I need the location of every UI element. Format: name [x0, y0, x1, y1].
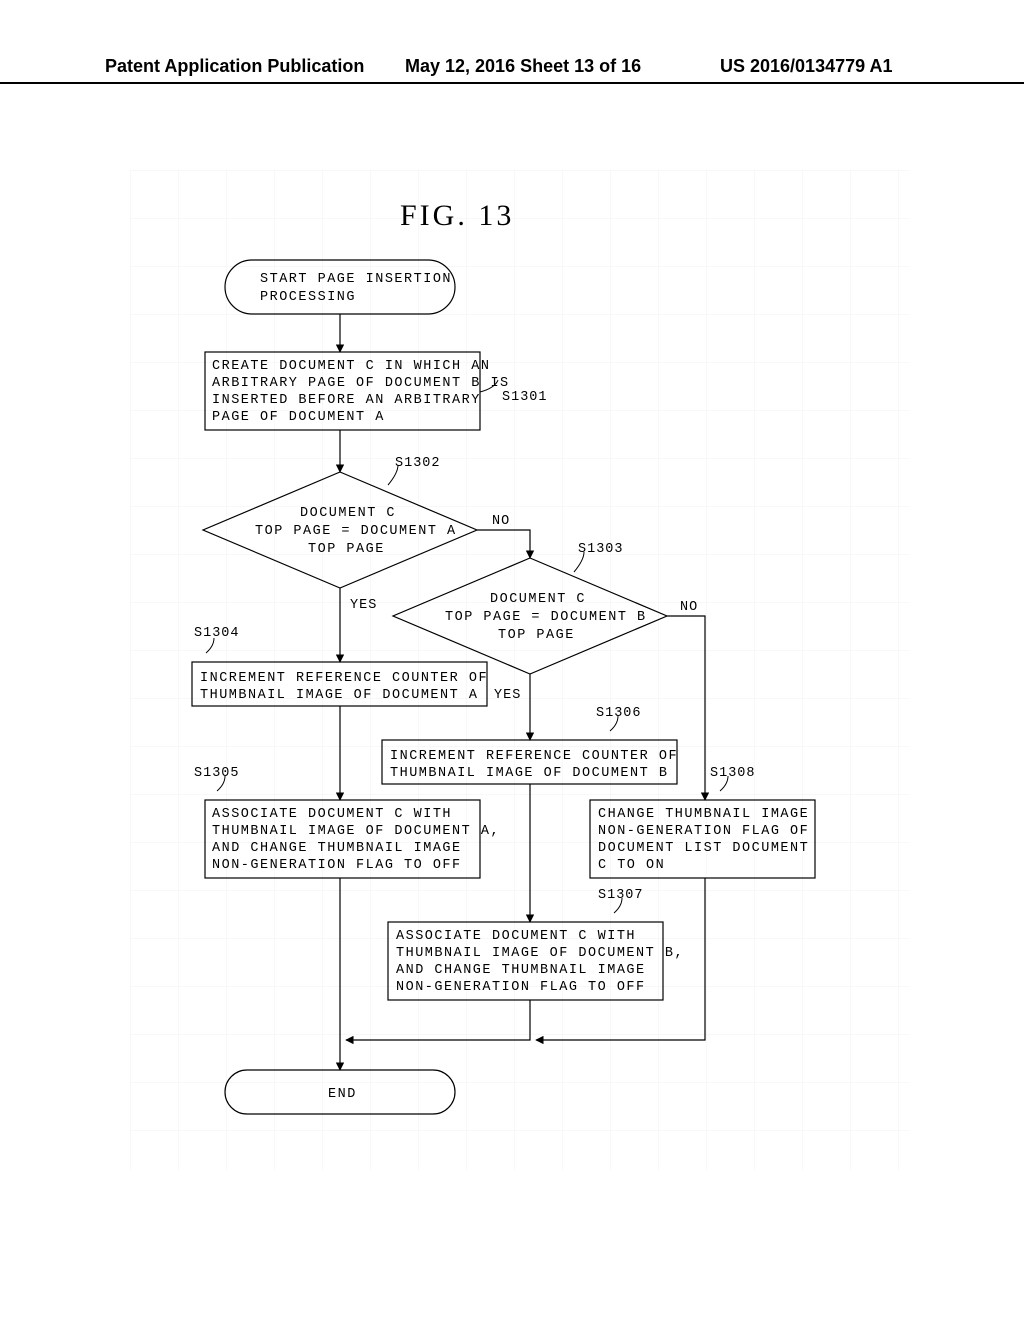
svg-text:TOP PAGE = DOCUMENT B: TOP PAGE = DOCUMENT B [445, 610, 647, 625]
label-s1305: S1305 [194, 766, 240, 781]
node-s1305: ASSOCIATE DOCUMENT C WITH THUMBNAIL IMAG… [205, 800, 500, 878]
svg-text:NON-GENERATION FLAG TO OFF: NON-GENERATION FLAG TO OFF [396, 980, 646, 995]
svg-text:AND CHANGE THUMBNAIL IMAGE: AND CHANGE THUMBNAIL IMAGE [396, 963, 646, 978]
node-s1302: DOCUMENT C TOP PAGE = DOCUMENT A TOP PAG… [203, 472, 477, 588]
svg-text:END: END [328, 1087, 357, 1102]
node-s1307: ASSOCIATE DOCUMENT C WITH THUMBNAIL IMAG… [388, 922, 684, 1000]
label-s1306: S1306 [596, 706, 642, 721]
svg-text:START PAGE INSERTION: START PAGE INSERTION [260, 272, 452, 287]
node-s1306: INCREMENT REFERENCE COUNTER OF THUMBNAIL… [382, 740, 678, 784]
svg-text:THUMBNAIL IMAGE OF DOCUMENT B: THUMBNAIL IMAGE OF DOCUMENT B [390, 766, 668, 781]
label-s1302-no: NO [492, 514, 510, 529]
svg-text:TOP PAGE: TOP PAGE [498, 628, 575, 643]
label-s1304: S1304 [194, 626, 240, 641]
label-s1301: S1301 [502, 390, 548, 405]
figure-title: FIG. 13 [400, 199, 514, 232]
node-s1304: INCREMENT REFERENCE COUNTER OF THUMBNAIL… [192, 662, 488, 706]
edge [477, 530, 530, 558]
flowchart: FIG. 13 START PAGE INSERTION PROCESSING … [0, 0, 1024, 1320]
node-s1301: CREATE DOCUMENT C IN WHICH AN ARBITRARY … [205, 352, 510, 430]
label-s1307: S1307 [598, 888, 644, 903]
svg-text:PROCESSING: PROCESSING [260, 290, 356, 305]
svg-text:TOP PAGE: TOP PAGE [308, 542, 385, 557]
svg-text:DOCUMENT LIST DOCUMENT: DOCUMENT LIST DOCUMENT [598, 841, 809, 856]
label-s1308: S1308 [710, 766, 756, 781]
svg-text:NON-GENERATION FLAG TO OFF: NON-GENERATION FLAG TO OFF [212, 858, 462, 873]
node-s1303: DOCUMENT C TOP PAGE = DOCUMENT B TOP PAG… [393, 558, 667, 674]
svg-text:ASSOCIATE DOCUMENT C WITH: ASSOCIATE DOCUMENT C WITH [212, 807, 452, 822]
svg-text:DOCUMENT C: DOCUMENT C [300, 506, 396, 521]
svg-text:NON-GENERATION FLAG OF: NON-GENERATION FLAG OF [598, 824, 809, 839]
svg-text:PAGE OF DOCUMENT A: PAGE OF DOCUMENT A [212, 410, 385, 425]
svg-text:DOCUMENT C: DOCUMENT C [490, 592, 586, 607]
svg-text:ASSOCIATE DOCUMENT C WITH: ASSOCIATE DOCUMENT C WITH [396, 929, 636, 944]
svg-text:THUMBNAIL IMAGE OF DOCUMENT A,: THUMBNAIL IMAGE OF DOCUMENT A, [212, 824, 500, 839]
label-s1303: S1303 [578, 542, 624, 557]
svg-text:C TO ON: C TO ON [598, 858, 665, 873]
svg-text:THUMBNAIL IMAGE OF DOCUMENT B,: THUMBNAIL IMAGE OF DOCUMENT B, [396, 946, 684, 961]
svg-text:THUMBNAIL IMAGE OF DOCUMENT A: THUMBNAIL IMAGE OF DOCUMENT A [200, 688, 478, 703]
node-s1308: CHANGE THUMBNAIL IMAGE NON-GENERATION FL… [590, 800, 815, 878]
label-s1302-yes: YES [350, 598, 377, 613]
label-s1303-no: NO [680, 600, 698, 615]
svg-text:CHANGE THUMBNAIL IMAGE: CHANGE THUMBNAIL IMAGE [598, 807, 809, 822]
label-s1302: S1302 [395, 456, 441, 471]
svg-text:AND CHANGE THUMBNAIL IMAGE: AND CHANGE THUMBNAIL IMAGE [212, 841, 462, 856]
svg-text:ARBITRARY PAGE OF DOCUMENT B I: ARBITRARY PAGE OF DOCUMENT B IS [212, 376, 510, 391]
svg-text:TOP PAGE = DOCUMENT A: TOP PAGE = DOCUMENT A [255, 524, 457, 539]
svg-text:INSERTED BEFORE AN ARBITRARY: INSERTED BEFORE AN ARBITRARY [212, 393, 481, 408]
edge [346, 1000, 530, 1040]
edge [667, 616, 705, 800]
node-start: START PAGE INSERTION PROCESSING [225, 260, 455, 314]
svg-text:INCREMENT REFERENCE COUNTER OF: INCREMENT REFERENCE COUNTER OF [200, 671, 488, 686]
node-end: END [225, 1070, 455, 1114]
label-s1303-yes: YES [494, 688, 521, 703]
svg-text:INCREMENT REFERENCE COUNTER OF: INCREMENT REFERENCE COUNTER OF [390, 749, 678, 764]
svg-text:CREATE DOCUMENT C IN WHICH AN: CREATE DOCUMENT C IN WHICH AN [212, 359, 490, 374]
